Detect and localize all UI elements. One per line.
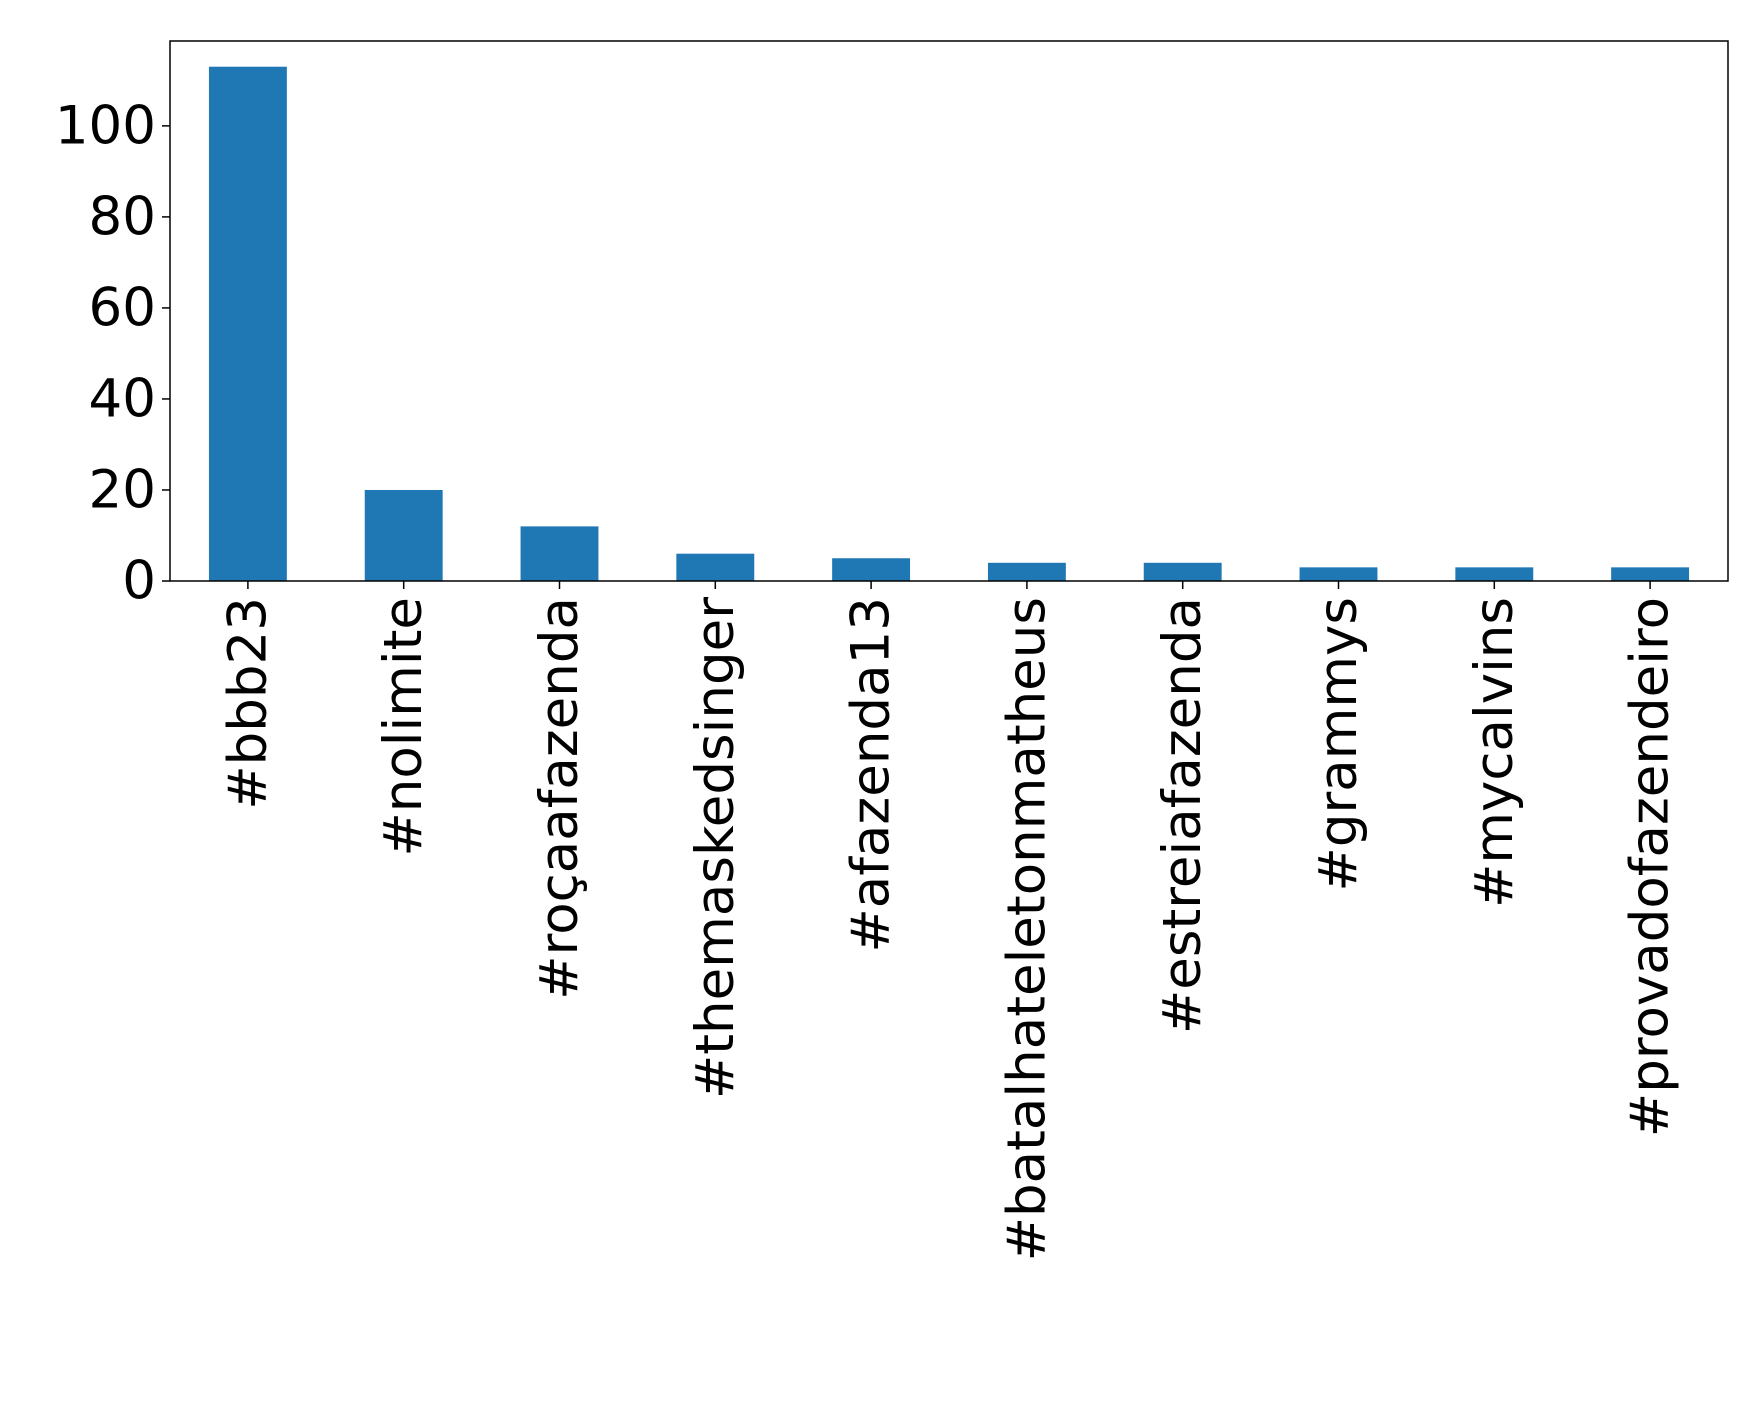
- x-tick-label: #afazenda13: [841, 597, 902, 953]
- bar-4: [832, 558, 911, 581]
- bar-7: [1299, 567, 1378, 581]
- x-axis: #bbb23 #nolimite #roçaafazenda #themaskedsi…: [217, 581, 1681, 1261]
- x-tick-label: #nolimite: [373, 597, 434, 857]
- x-tick-label: #bbb23: [217, 597, 278, 810]
- bar-6: [1143, 562, 1222, 581]
- x-tick-label: #grammys: [1308, 597, 1369, 892]
- bar-3: [676, 553, 755, 581]
- x-tick-label: #batalhateletonmatheus: [996, 597, 1057, 1261]
- x-tick-label: #provadofazendeiro: [1620, 597, 1681, 1137]
- y-tick-label: 20: [89, 459, 156, 520]
- x-tick-label: #estreiafazenda: [1152, 597, 1213, 1034]
- bars-group: [208, 66, 1690, 581]
- bar-9: [1611, 567, 1690, 581]
- y-tick-label: 40: [89, 368, 156, 429]
- y-tick-label: 100: [55, 95, 156, 156]
- x-tick-label: #roçaafazenda: [529, 597, 590, 1000]
- bar-8: [1455, 567, 1534, 581]
- bar-5: [987, 562, 1066, 581]
- y-tick-label: 0: [122, 551, 156, 612]
- x-tick-label: #mycalvins: [1464, 597, 1525, 908]
- x-tick-label: #themaskedsinger: [685, 597, 746, 1099]
- bar-0: [208, 66, 287, 581]
- plot-frame: [169, 40, 1729, 582]
- bar-1: [364, 489, 443, 581]
- y-tick-label: 80: [89, 186, 156, 247]
- bar-2: [520, 526, 599, 581]
- y-axis: 0 20 40 60 80 100: [55, 95, 170, 612]
- y-tick-label: 60: [89, 277, 156, 338]
